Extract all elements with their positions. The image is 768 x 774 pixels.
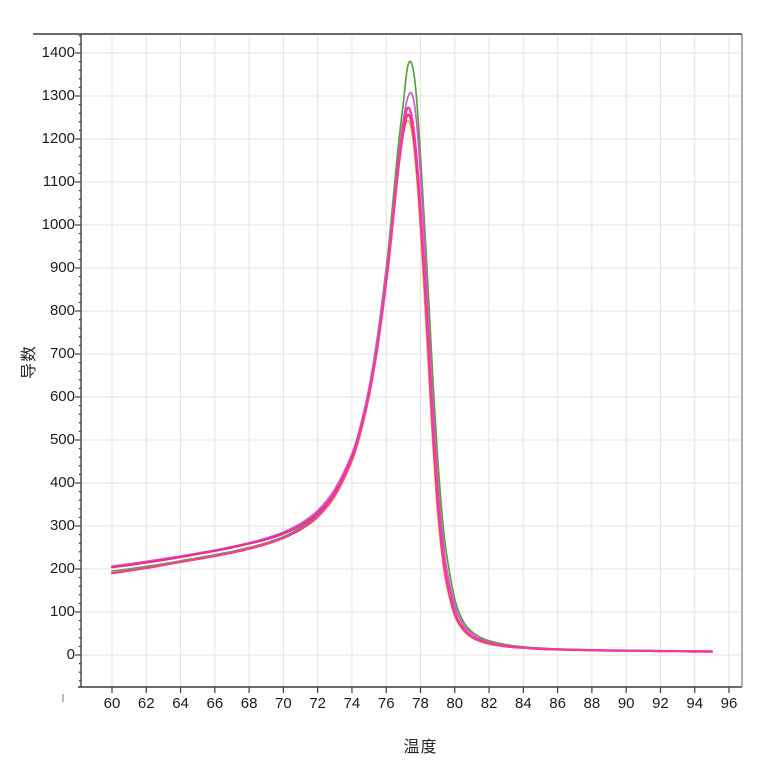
x-tick-label: 80 — [446, 695, 464, 712]
y-tick-label: 600 — [49, 388, 75, 405]
x-tick-label: 84 — [514, 695, 532, 712]
x-tick-label: 90 — [617, 695, 635, 712]
x-tick-label: 68 — [240, 695, 258, 712]
y-tick-label: 200 — [49, 560, 75, 577]
y-tick-label: 500 — [49, 431, 75, 448]
x-tick-label: 82 — [480, 695, 498, 712]
x-tick-label: 66 — [206, 695, 224, 712]
x-tick-label: 92 — [652, 695, 669, 712]
x-tick-label: 88 — [583, 695, 601, 712]
y-axis-title: 导数 — [21, 345, 38, 380]
melt-curve-well-green — [111, 60, 713, 652]
x-tick-label: 74 — [343, 695, 361, 712]
y-tick-label: 1000 — [41, 216, 75, 233]
x-tick-label: 86 — [549, 695, 566, 712]
y-tick-label: 100 — [49, 603, 75, 620]
x-tick-label: 70 — [275, 695, 292, 712]
melt-curve-well-pink-1 — [110, 106, 713, 653]
melt-curve-well-orchid — [111, 91, 713, 652]
y-tick-label: 0 — [66, 646, 75, 663]
y-tick-label: 800 — [49, 302, 75, 319]
x-tick-label: 78 — [412, 695, 429, 712]
x-tick-label: 96 — [720, 695, 738, 712]
x-tick-label: 64 — [172, 695, 189, 712]
y-tick-label: 1400 — [41, 44, 75, 61]
y-tick-label: 400 — [49, 474, 75, 491]
y-tick-label: 700 — [49, 345, 75, 362]
x-tick-label: 62 — [137, 695, 155, 712]
y-tick-label: 900 — [49, 259, 75, 276]
x-tick-label: 94 — [686, 695, 704, 712]
x-tick-label: 60 — [103, 695, 121, 712]
melt-curve-well-orange — [111, 120, 713, 653]
stray-tick-mark — [62, 694, 64, 702]
y-tick-label: 1300 — [41, 87, 75, 104]
x-axis-title: 温度 — [403, 739, 438, 756]
x-tick-label: 76 — [377, 695, 395, 712]
x-tick-label: 72 — [309, 695, 326, 712]
melt-curve-well-pink-2 — [110, 113, 713, 653]
y-tick-label: 300 — [49, 517, 75, 534]
y-tick-label: 1100 — [42, 173, 75, 190]
y-tick-label: 1200 — [41, 130, 75, 147]
